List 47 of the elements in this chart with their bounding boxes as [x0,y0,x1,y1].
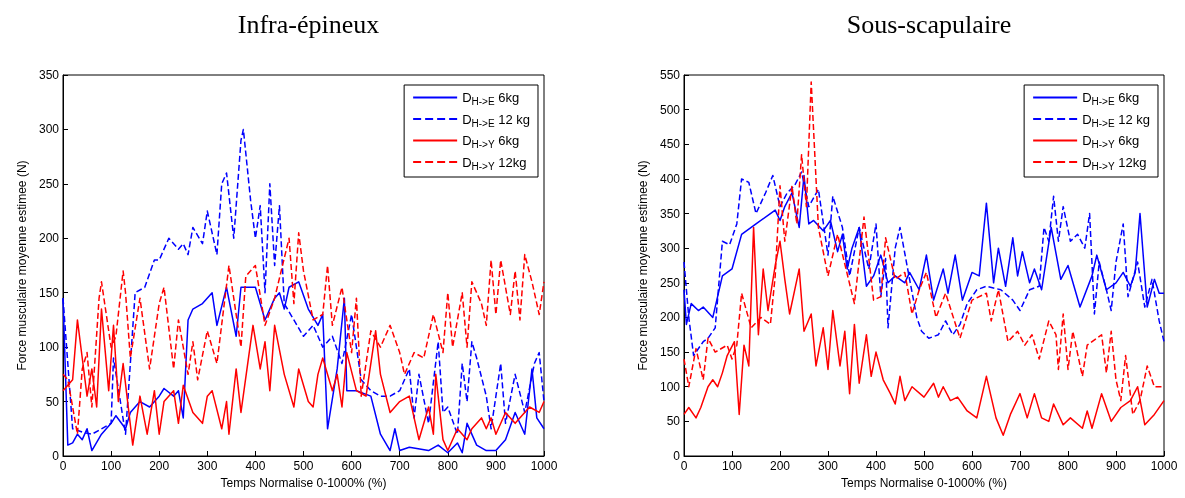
y-tick-label: 300 [38,122,60,137]
y-tick-label: 150 [38,285,60,300]
y-tick-label: 200 [659,310,681,325]
x-tick-label: 300 [197,459,218,473]
y-tick-label: 150 [659,345,681,360]
y-tick-label: 350 [659,206,681,221]
x-tick-label: 600 [961,459,983,473]
chart-title: Sous-scapulaire [846,9,1012,39]
y-tick-label: 400 [659,171,681,186]
x-axis-title: Temps Normalise 0-1000% (%) [840,475,1008,490]
y-tick-label: 100 [659,379,681,394]
x-tick-label: 200 [149,459,170,473]
x-tick-label: 900 [485,459,507,473]
y-tick-label: 250 [38,176,60,191]
x-tick-label: 800 [1057,459,1079,473]
x-tick-label: 400 [245,459,266,473]
y-tick-label: 300 [659,241,681,256]
x-tick-label: 500 [913,459,935,473]
y-tick-label: 250 [659,275,681,290]
y-tick-label: 0 [673,449,681,463]
x-tick-label: 300 [817,459,839,473]
y-tick-label: 550 [659,68,681,82]
x-tick-label: 200 [769,459,791,473]
x-tick-label: 900 [1105,459,1127,473]
y-tick-label: 450 [659,137,681,152]
x-tick-label: 1000 [530,459,558,473]
y-tick-label: 200 [38,231,60,246]
x-tick-label: 100 [101,459,122,473]
y-tick-label: 50 [666,414,681,429]
line-series [683,171,1165,357]
y-tick-label: 100 [38,340,60,355]
x-tick-label: 800 [437,459,459,473]
x-tick-label: 1000 [1150,459,1178,473]
x-tick-label: 100 [721,459,743,473]
y-tick-label: 50 [45,394,60,409]
x-tick-label: 700 [1009,459,1031,473]
x-tick-label: 500 [293,459,314,473]
y-tick-label: 500 [659,102,681,117]
y-axis-title: Force musculaire moyenne estimee (N) [636,160,651,371]
x-tick-label: 400 [865,459,887,473]
chart-title: Infra-épineux [237,9,380,39]
y-tick-label: 0 [52,449,60,463]
x-tick-label: 600 [341,459,362,473]
x-axis-title: Temps Normalise 0-1000% (%) [220,475,387,490]
y-tick-label: 350 [38,68,60,82]
x-tick-label: 700 [389,459,411,473]
y-axis-title: Force musculaire moyenne estimee (N) [15,160,30,371]
